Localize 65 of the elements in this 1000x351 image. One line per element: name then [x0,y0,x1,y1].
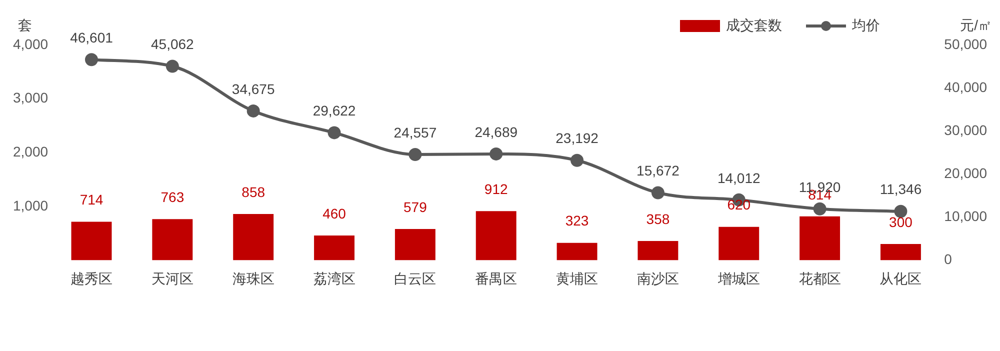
data-label: 912 [484,180,508,197]
x-tick-label: 从化区 [880,270,922,286]
x-tick-label: 荔湾区 [313,270,356,286]
data-label: 714 [80,192,104,208]
x-tick-label: 番禺区 [475,270,518,286]
point [813,202,826,216]
data-label: 45,062 [151,36,194,52]
bar [71,222,112,260]
bar [880,244,921,260]
bar [152,219,193,260]
data-label: 14,012 [717,170,760,186]
x-tick-label: 增城区 [716,270,760,286]
legend-label: 成交套数 [726,16,782,33]
point [490,147,503,160]
bar [233,214,274,260]
x-tick-label: 越秀区 [70,270,112,286]
y2-tick-label: 30,000 [944,122,988,138]
data-label: 46,601 [70,29,114,46]
bar [638,240,678,260]
y-axis-title: 套 [18,16,32,33]
y2-tick-label: 40,000 [944,78,988,95]
data-label: 300 [889,214,913,230]
data-label: 24,689 [474,124,518,140]
y-tick-label: 2,000 [12,143,48,160]
data-label: 34,675 [232,80,275,97]
point [166,60,179,73]
data-label: 11,346 [880,181,922,198]
y2-tick-label: 10,000 [944,208,988,224]
point [894,204,908,218]
data-label: 858 [242,184,266,200]
point [84,53,98,66]
data-label: 24,557 [394,124,437,140]
bar [556,242,598,260]
y-tick-label: 3,000 [12,90,48,106]
y2-tick-label: 0 [944,251,952,268]
bar [394,229,436,260]
point [328,126,341,140]
point [408,148,422,162]
y2-axis-title: 元/㎡ [960,16,992,33]
bar [800,216,840,260]
data-label: 23,192 [556,130,599,146]
data-label: 358 [646,210,670,227]
x-tick-label: 海珠区 [232,270,274,286]
y-tick-label: 1,000 [12,197,48,214]
bar [718,226,760,260]
x-tick-label: 白云区 [394,270,436,286]
x-tick-label: 黄埔区 [556,270,598,286]
point [570,154,584,167]
legend-label: 均价 [851,16,880,33]
x-tick-label: 天河区 [151,270,194,286]
data-label: 460 [322,205,346,222]
y-tick-label: 4,000 [12,36,48,52]
point [246,104,260,118]
data-label: 29,622 [312,102,356,119]
x-tick-label: 南沙区 [636,270,679,286]
y2-tick-label: 20,000 [944,164,988,181]
bar [476,211,516,260]
y2-tick-label: 50,000 [944,36,988,52]
data-label: 323 [565,212,589,229]
data-label: 579 [404,198,428,215]
x-tick-label: 花都区 [798,270,841,286]
data-label: 763 [160,189,184,206]
data-label: 15,672 [636,162,680,179]
point [651,186,664,200]
bar [314,235,354,260]
